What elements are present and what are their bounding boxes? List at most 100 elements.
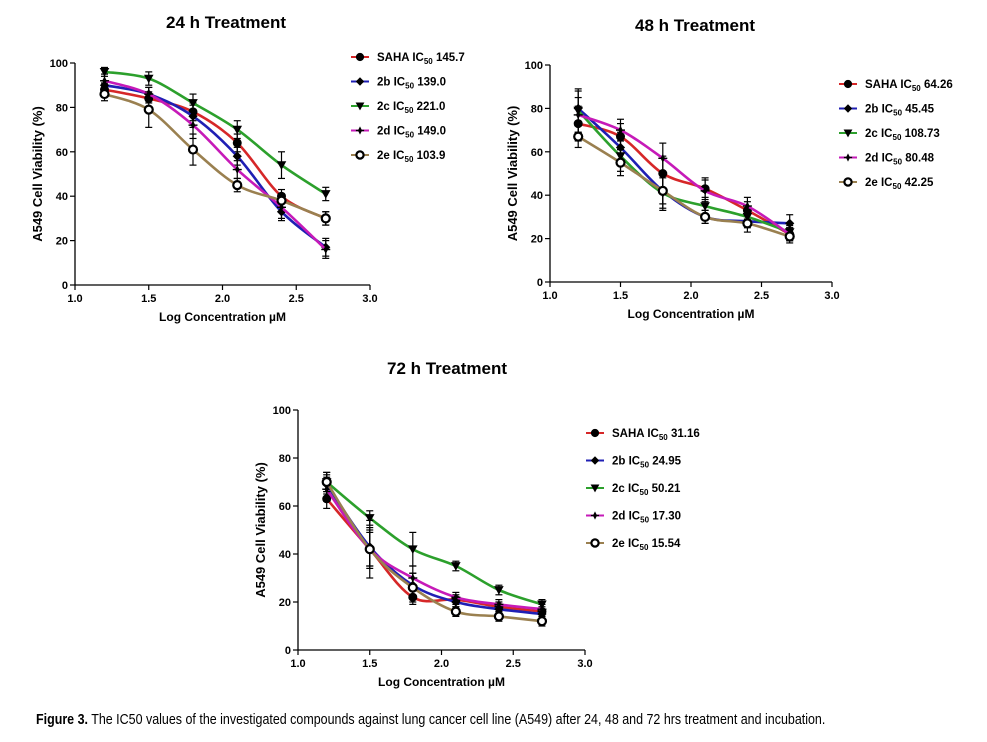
y-axis-label-48h: A549 Cell Viability (%) bbox=[505, 106, 520, 242]
legend-label-48h-2e: 2e IC50 42.25 bbox=[865, 177, 934, 191]
point-24h-2e-3 bbox=[232, 180, 243, 191]
x-tick-label-24h-2.0: 2.0 bbox=[215, 293, 230, 305]
curve-24h-2c bbox=[104, 70, 327, 196]
y-tick-label-48h-60: 60 bbox=[531, 147, 543, 159]
legend-item-48h-2d: 2d IC50 80.48 bbox=[839, 153, 935, 167]
point-48h-2e-3 bbox=[699, 211, 711, 222]
series-24h-2d bbox=[100, 73, 331, 259]
point-72h-2e-1 bbox=[364, 544, 375, 555]
legend-item-72h-2e: 2e IC50 15.54 bbox=[586, 538, 681, 552]
point-48h-2e-1 bbox=[615, 157, 626, 168]
curve-24h-2e bbox=[104, 92, 327, 220]
legend-label-72h-2d: 2d IC50 17.30 bbox=[612, 511, 681, 525]
legend-marker-48h-SAHA bbox=[843, 79, 853, 89]
series-24h-2c bbox=[99, 66, 331, 202]
point-24h-2c-0 bbox=[99, 68, 110, 77]
x-tick-label-24h-1.5: 1.5 bbox=[141, 293, 156, 305]
legend-marker-72h-SAHA bbox=[590, 428, 600, 438]
y-tick-label-72h-0: 0 bbox=[285, 645, 291, 657]
chart-title-24h: 24 h Treatment bbox=[166, 13, 286, 32]
curve-24h-SAHA bbox=[104, 88, 327, 220]
y-tick-label-72h-100: 100 bbox=[273, 405, 291, 417]
legend-marker-24h-SAHA bbox=[355, 52, 365, 62]
legend-item-48h-2e: 2e IC50 42.25 bbox=[839, 177, 934, 191]
curve-72h-2c bbox=[325, 481, 543, 606]
curve-72h-2d bbox=[325, 488, 543, 611]
legend-label-72h-SAHA: SAHA IC50 31.16 bbox=[612, 428, 700, 442]
y-tick-label-24h-40: 40 bbox=[56, 191, 68, 203]
legend-label-72h-2e: 2e IC50 15.54 bbox=[612, 538, 681, 552]
x-tick-label-24h-3.0: 3.0 bbox=[362, 293, 377, 305]
point-24h-2c-1 bbox=[143, 74, 154, 84]
y-tick-label-24h-80: 80 bbox=[56, 102, 68, 114]
legend-marker-72h-2b bbox=[590, 456, 600, 465]
legend-marker-24h-2e bbox=[355, 150, 365, 160]
series-48h-2b bbox=[573, 90, 795, 233]
point-24h-2c-4 bbox=[276, 161, 287, 170]
point-24h-2e-0 bbox=[99, 88, 110, 100]
legend-24h: SAHA IC50 145.7 2b IC50 139.0 2c IC50 221.… bbox=[351, 52, 465, 164]
figure-caption-label: Figure 3. bbox=[36, 712, 88, 728]
legend-label-48h-2d: 2d IC50 80.48 bbox=[865, 153, 935, 167]
chart-title-72h: 72 h Treatment bbox=[387, 359, 507, 378]
legend-marker-24h-2c bbox=[355, 102, 365, 111]
legend-item-48h-2c: 2c IC50 108.73 bbox=[839, 128, 940, 142]
legend-item-48h-SAHA: SAHA IC50 64.26 bbox=[839, 79, 953, 93]
x-tick-label-72h-2.0: 2.0 bbox=[434, 658, 449, 670]
x-tick-label-24h-2.5: 2.5 bbox=[289, 293, 304, 305]
x-tick-label-72h-1.5: 1.5 bbox=[362, 658, 377, 670]
legend-marker-72h-2c bbox=[590, 484, 600, 493]
legend-item-24h-2c: 2c IC50 221.0 bbox=[351, 101, 445, 115]
point-72h-2c-2 bbox=[408, 545, 418, 554]
legend-marker-72h-2e bbox=[590, 538, 600, 548]
curve-24h-2b bbox=[104, 83, 327, 249]
legend-label-24h-2b: 2b IC50 139.0 bbox=[377, 77, 446, 91]
legend-marker-48h-2c bbox=[843, 129, 853, 138]
point-24h-2c-3 bbox=[232, 125, 243, 135]
legend-label-24h-2e: 2e IC50 103.9 bbox=[377, 150, 445, 164]
legend-label-48h-2c: 2c IC50 108.73 bbox=[865, 128, 940, 142]
x-tick-label-48h-1.0: 1.0 bbox=[542, 290, 557, 302]
point-24h-2e-2 bbox=[187, 144, 199, 155]
y-axis-label-72h: A549 Cell Viability (%) bbox=[253, 462, 268, 598]
x-axis-label-72h: Log Concentration µM bbox=[378, 675, 505, 689]
curve-48h-2d bbox=[577, 113, 791, 236]
y-tick-label-24h-60: 60 bbox=[56, 147, 68, 159]
y-tick-label-72h-60: 60 bbox=[279, 501, 291, 513]
legend-item-72h-2b: 2b IC50 24.95 bbox=[586, 456, 682, 470]
point-48h-2e-0 bbox=[573, 131, 584, 142]
point-72h-2e-4 bbox=[493, 611, 504, 622]
y-tick-label-48h-80: 80 bbox=[531, 103, 543, 115]
chart-72h: 72 h Treatment 0 20 40 60 80 100 1.0 1.5 2.0 2.5 3.… bbox=[253, 359, 700, 689]
legend-label-24h-SAHA: SAHA IC50 145.7 bbox=[377, 52, 465, 66]
point-72h-2c-1 bbox=[364, 514, 375, 523]
legend-item-48h-2b: 2b IC50 45.45 bbox=[839, 104, 935, 118]
point-48h-2c-3 bbox=[700, 202, 710, 211]
y-tick-label-72h-20: 20 bbox=[279, 597, 291, 609]
point-24h-2e-5 bbox=[320, 213, 331, 224]
legend-item-24h-2e: 2e IC50 103.9 bbox=[351, 150, 445, 164]
figure-caption: Figure 3. The IC50 values of the investi… bbox=[36, 712, 836, 728]
point-72h-2e-5 bbox=[536, 616, 548, 627]
y-tick-label-24h-0: 0 bbox=[62, 280, 68, 292]
y-tick-label-24h-20: 20 bbox=[56, 236, 68, 248]
y-axis-label-24h: A549 Cell Viability (%) bbox=[30, 106, 45, 242]
legend-item-72h-2d: 2d IC50 17.30 bbox=[586, 511, 681, 525]
legend-marker-48h-2e bbox=[843, 177, 853, 187]
point-48h-2e-5 bbox=[784, 231, 795, 242]
series-48h-2e bbox=[573, 125, 795, 244]
series-24h-2e bbox=[99, 86, 331, 226]
y-tick-label-48h-40: 40 bbox=[531, 190, 543, 202]
chart-48h: 48 h Treatment 0 20 40 60 80 100 1.0 1.5 2.0 2.5 3.… bbox=[505, 16, 953, 321]
legend-item-24h-2d: 2d IC50 149.0 bbox=[351, 126, 446, 140]
y-tick-label-72h-80: 80 bbox=[279, 453, 291, 465]
x-axis-label-48h: Log Concentration µM bbox=[628, 307, 755, 321]
point-24h-2e-1 bbox=[143, 104, 154, 115]
legend-item-72h-SAHA: SAHA IC50 31.16 bbox=[586, 428, 700, 442]
point-72h-2c-4 bbox=[494, 586, 504, 595]
point-24h-2c-5 bbox=[320, 190, 331, 199]
chart-title-48h: 48 h Treatment bbox=[635, 16, 755, 35]
series-72h-2d bbox=[322, 476, 547, 615]
x-tick-label-24h-1.0: 1.0 bbox=[67, 293, 82, 305]
